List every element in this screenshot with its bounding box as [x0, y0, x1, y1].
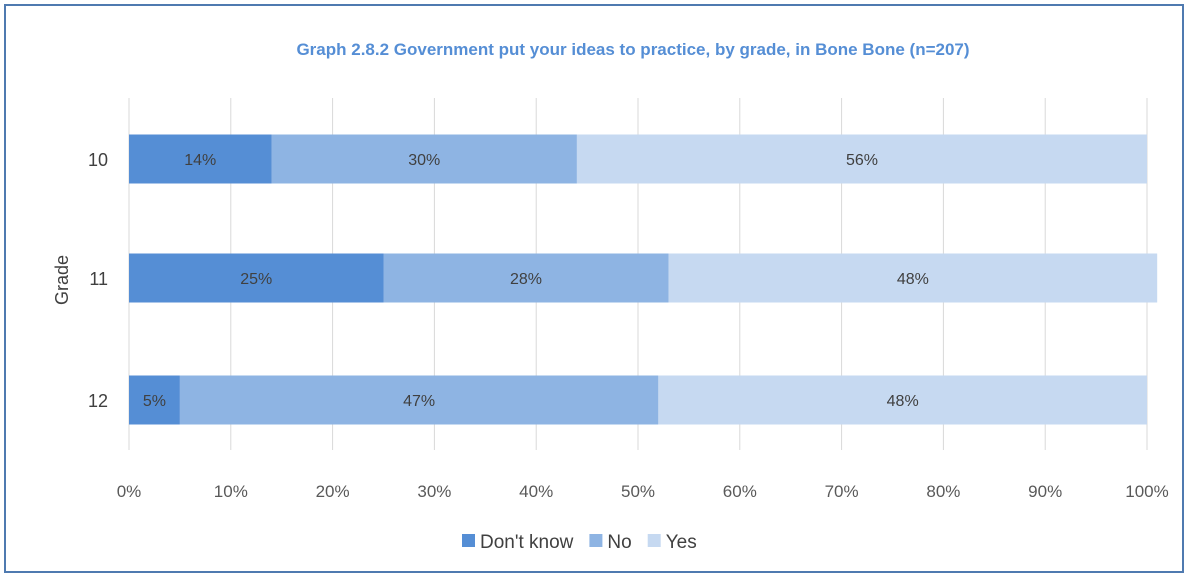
bar-segment	[129, 375, 180, 425]
x-tick-label: 90%	[1028, 482, 1062, 501]
category-labels: 10 11 12	[88, 150, 108, 411]
category-label: 11	[89, 269, 108, 289]
x-tick-label: 70%	[825, 482, 859, 501]
x-axis-ticks: 0% 10% 20% 30% 40% 50% 60% 70% 80% 90% 100%	[117, 482, 1169, 501]
y-axis-title: Grade	[52, 255, 72, 305]
legend: Don't know No Yes	[462, 532, 697, 553]
bar-segment	[129, 253, 384, 303]
bar-segment	[576, 134, 1147, 184]
bar-segment	[179, 375, 659, 425]
bar-segment	[668, 253, 1158, 303]
x-tick-label: 30%	[417, 482, 451, 501]
x-tick-label: 60%	[723, 482, 757, 501]
category-label: 12	[88, 391, 108, 411]
chart-title: Graph 2.8.2 Government put your ideas to…	[296, 40, 969, 59]
x-tick-label: 100%	[1125, 482, 1168, 501]
data-label: 56%	[846, 152, 878, 169]
bar-segment	[658, 375, 1147, 425]
bar-segment	[129, 134, 272, 184]
legend-swatch	[462, 534, 475, 547]
bar-segment	[271, 134, 577, 184]
legend-swatch	[647, 534, 661, 547]
data-label: 5%	[143, 393, 166, 410]
bar-segment	[383, 253, 669, 303]
x-tick-label: 20%	[316, 482, 350, 501]
data-label: 30%	[408, 152, 440, 169]
data-label: 48%	[897, 271, 929, 288]
legend-swatch	[589, 534, 603, 547]
x-tick-label: 50%	[621, 482, 655, 501]
data-labels: 14% 30% 56% 25% 28% 48% 5% 47% 48%	[143, 152, 929, 410]
legend-entry: Don't know	[480, 532, 574, 553]
data-label: 14%	[184, 152, 216, 169]
data-label: 48%	[887, 393, 919, 410]
category-label: 10	[88, 150, 108, 170]
data-label: 28%	[510, 271, 542, 288]
bars	[129, 134, 1158, 425]
data-label: 47%	[403, 393, 435, 410]
data-label: 25%	[240, 271, 272, 288]
legend-entry: Yes	[666, 532, 697, 553]
x-tick-label: 40%	[519, 482, 553, 501]
x-tick-label: 10%	[214, 482, 248, 501]
x-tick-label: 80%	[926, 482, 960, 501]
legend-entry: No	[607, 532, 631, 553]
x-tick-label: 0%	[117, 482, 142, 501]
